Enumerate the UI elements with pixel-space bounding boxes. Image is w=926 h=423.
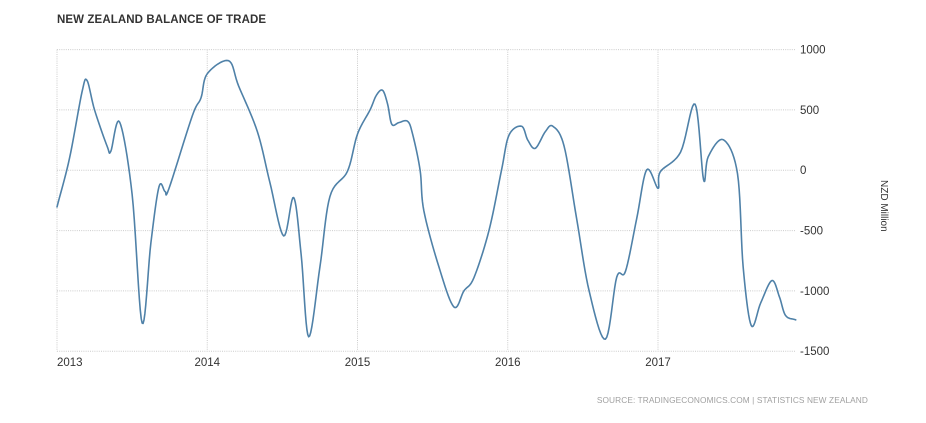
svg-text:-1000: -1000	[800, 286, 829, 298]
svg-text:-500: -500	[800, 226, 823, 238]
svg-text:1000: 1000	[800, 45, 826, 57]
svg-text:2015: 2015	[345, 357, 371, 369]
svg-text:2017: 2017	[645, 357, 671, 369]
svg-text:500: 500	[800, 105, 819, 117]
svg-text:-1500: -1500	[800, 346, 829, 358]
svg-text:2016: 2016	[495, 357, 521, 369]
svg-text:2013: 2013	[57, 357, 83, 369]
svg-text:0: 0	[800, 165, 806, 177]
svg-text:2014: 2014	[194, 357, 220, 369]
